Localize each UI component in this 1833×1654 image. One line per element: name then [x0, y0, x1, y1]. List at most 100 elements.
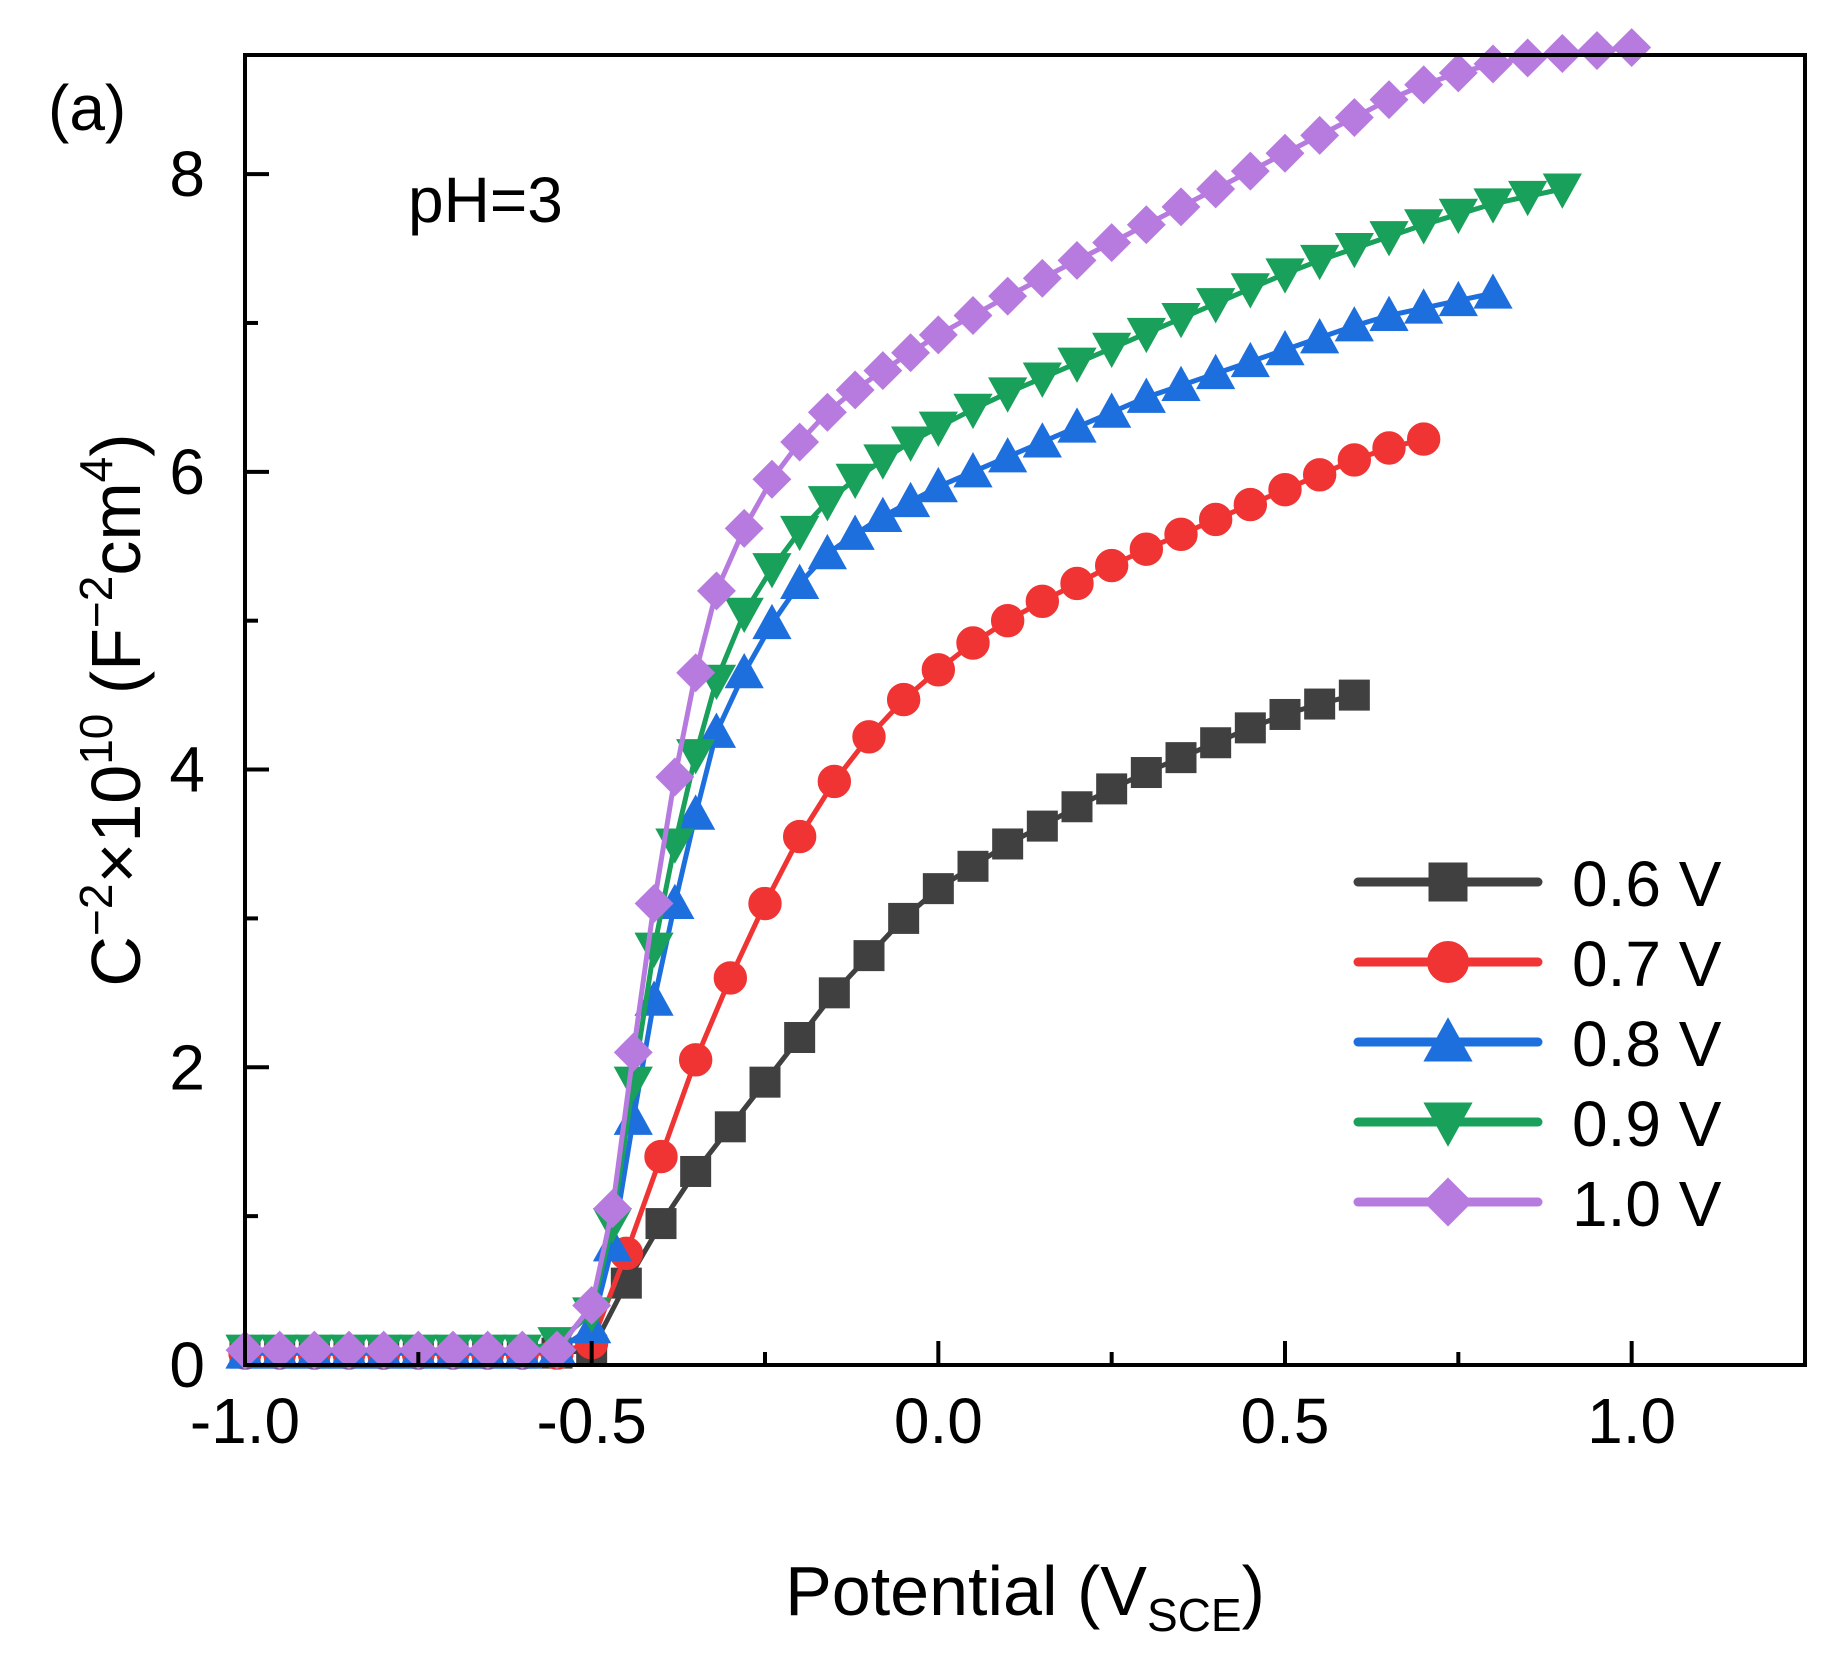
- data-point: [780, 515, 820, 552]
- legend-marker: [1423, 1102, 1473, 1147]
- data-point: [696, 712, 737, 748]
- data-point: [1337, 443, 1372, 477]
- data-point: [644, 1139, 678, 1174]
- data-point: [1369, 80, 1409, 120]
- data-point: [1022, 362, 1062, 398]
- x-label-close: ): [1242, 1552, 1265, 1630]
- data-point: [957, 850, 989, 882]
- data-point: [1126, 205, 1166, 245]
- data-point: [724, 653, 764, 689]
- data-point: [1302, 458, 1337, 492]
- axis-layer: -1.0 -0.5 0.0 0.5 1.0 0 2 4 6 8: [169, 138, 1807, 1457]
- series-0-6-v: [229, 679, 1370, 1369]
- data-point: [1094, 548, 1129, 583]
- legend-label: 0.9 V: [1572, 1088, 1722, 1160]
- data-point: [891, 333, 931, 373]
- data-point: [1300, 318, 1340, 354]
- data-point: [918, 411, 958, 447]
- data-point: [676, 739, 716, 775]
- data-point: [1057, 407, 1097, 443]
- data-point: [921, 653, 956, 687]
- data-point: [1196, 353, 1236, 390]
- y-label-cm: cm: [77, 482, 155, 575]
- legend-item-0-8-v: 0.8 V: [1353, 1008, 1722, 1080]
- data-point: [992, 828, 1024, 860]
- data-point: [1612, 28, 1652, 68]
- data-point: [988, 437, 1028, 473]
- data-point: [835, 514, 875, 550]
- data-point: [863, 351, 903, 391]
- data-point: [1233, 487, 1268, 522]
- data-point: [1473, 188, 1513, 224]
- data-point: [724, 597, 764, 634]
- data-point: [1438, 53, 1478, 93]
- data-point: [1334, 233, 1374, 269]
- data-point: [1438, 198, 1478, 235]
- data-point: [817, 764, 852, 799]
- legend-label: 0.7 V: [1572, 928, 1722, 1000]
- data-point: [613, 1066, 653, 1102]
- data-point: [1404, 209, 1444, 245]
- data-point: [714, 1111, 746, 1143]
- data-point: [1334, 306, 1374, 342]
- legend: 0.6 V 0.7 V 0.8 V 0.9 V 1.0 V: [1353, 848, 1722, 1240]
- legend-marker: [1426, 940, 1470, 984]
- data-point: [680, 1155, 712, 1187]
- data-point: [1061, 791, 1093, 823]
- data-point: [1369, 295, 1409, 332]
- data-point: [1025, 584, 1060, 619]
- data-point: [748, 886, 782, 921]
- data-point: [886, 682, 921, 717]
- data-point: [1269, 698, 1301, 730]
- legend-marker: [1423, 1017, 1473, 1062]
- data-point: [676, 653, 716, 693]
- data-point: [752, 553, 792, 589]
- data-point: [398, 1330, 438, 1370]
- data-point: [1022, 422, 1062, 458]
- x-label-sub: SCE: [1147, 1589, 1242, 1641]
- legend-label: 0.6 V: [1572, 848, 1722, 920]
- data-point: [572, 1285, 612, 1325]
- data-point: [1404, 288, 1444, 324]
- data-point: [1473, 273, 1513, 309]
- data-point: [990, 603, 1025, 638]
- data-point: [1126, 377, 1166, 413]
- data-point: [852, 720, 886, 754]
- y-label-close: ): [77, 433, 155, 456]
- y-label-open: (F: [77, 628, 155, 714]
- data-point: [1161, 365, 1201, 401]
- data-point: [953, 452, 993, 488]
- data-point: [1196, 288, 1236, 324]
- data-point: [891, 426, 931, 462]
- data-point: [468, 1330, 508, 1370]
- data-point: [364, 1330, 404, 1370]
- y-label-times: ×10: [77, 765, 155, 884]
- data-point: [918, 315, 958, 355]
- legend-item-1-0-v: 1.0 V: [1353, 1168, 1722, 1240]
- data-point: [1334, 98, 1374, 137]
- data-point: [645, 1208, 677, 1240]
- y-tick-label: 0: [169, 1329, 205, 1401]
- data-point: [1126, 317, 1166, 354]
- data-point: [1300, 244, 1340, 281]
- legend-marker: [1423, 1177, 1473, 1227]
- data-point: [1372, 431, 1406, 465]
- data-point: [1473, 44, 1513, 84]
- data-point: [953, 296, 993, 335]
- data-point: [1057, 240, 1097, 280]
- data-point: [1577, 31, 1617, 70]
- y-tick-label: 6: [169, 436, 205, 508]
- x-label-main: Potential (V: [785, 1552, 1147, 1630]
- series-line-0-7-v: [245, 436, 1425, 1356]
- annotation-ph: pH=3: [408, 164, 563, 236]
- data-point: [1164, 517, 1198, 552]
- data-point: [1092, 392, 1132, 428]
- data-point: [678, 1043, 713, 1077]
- series-1-0-v: [225, 28, 1652, 1370]
- legend-item-0-7-v: 0.7 V: [1353, 928, 1722, 1000]
- data-point: [807, 533, 847, 570]
- y-tick-label: 4: [169, 734, 205, 806]
- data-point: [1404, 65, 1444, 105]
- x-tick-label: 0.0: [894, 1385, 983, 1457]
